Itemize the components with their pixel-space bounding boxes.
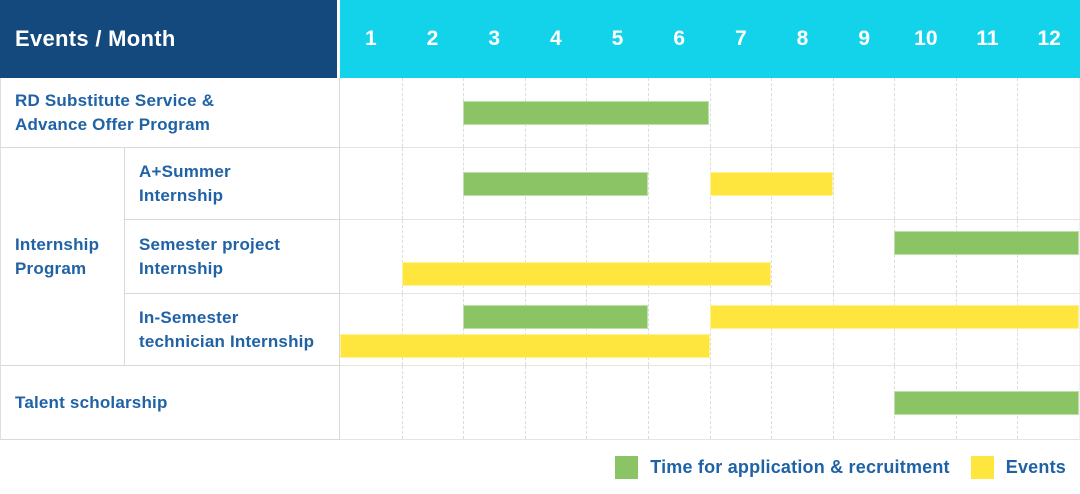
chart-row-a-plus-summer	[340, 148, 1080, 220]
month-gridline	[955, 78, 957, 147]
row-label-line: Advance Offer Program	[15, 114, 211, 134]
month-gridline	[647, 148, 649, 219]
month-header-11: 11	[976, 27, 999, 50]
row-label-rd-substitute: RD Substitute Service & Advance Offer Pr…	[0, 78, 340, 148]
schedule-grid: Events / Month 1 2 3 4 5 6 7 8 9 10 11 12 RD Substi…	[0, 0, 1080, 440]
yellow-gantt-bar	[401, 262, 772, 286]
month-gridline	[709, 366, 711, 439]
legend-item-yellow: Events	[970, 455, 1066, 479]
month-header-5: 5	[611, 27, 624, 50]
chart-row-talent-scholarship	[340, 366, 1080, 440]
month-gridline	[401, 366, 403, 439]
row-label-line: A+Summer	[139, 161, 231, 181]
month-gridline	[832, 220, 834, 293]
month-gridline	[524, 366, 526, 439]
month-gridline	[586, 366, 588, 439]
month-header-2: 2	[426, 27, 439, 50]
month-gridline	[894, 78, 896, 147]
month-gridline	[709, 78, 711, 147]
month-header-row: 1 2 3 4 5 6 7 8 9 10 11 12	[340, 0, 1080, 78]
month-gridline	[832, 148, 834, 219]
row-label-in-semester-technician: In-Semester technician Internship	[125, 294, 340, 366]
row-label-line: RD Substitute Service &	[15, 90, 215, 110]
month-header-8: 8	[796, 27, 809, 50]
row-label-line: Semester project	[139, 234, 281, 254]
row-label-line: Internship	[139, 258, 224, 278]
green-gantt-bar	[463, 305, 648, 329]
row-label-talent-scholarship: Talent scholarship	[0, 366, 340, 440]
month-gridline	[1017, 148, 1019, 219]
green-gantt-bar	[463, 100, 710, 125]
month-gridline	[832, 366, 834, 439]
chart-row-semester-project	[340, 220, 1080, 294]
month-gridline	[894, 148, 896, 219]
group-label-line: Internship	[15, 234, 100, 254]
month-header-12: 12	[1037, 27, 1061, 50]
corner-header-label: Events / Month	[15, 26, 176, 51]
month-header-10: 10	[914, 27, 938, 50]
month-gridline	[771, 366, 773, 439]
row-label-line: In-Semester	[139, 307, 239, 327]
month-gridline	[771, 78, 773, 147]
month-gridline	[647, 366, 649, 439]
month-gridline	[832, 78, 834, 147]
month-header-6: 6	[673, 27, 685, 50]
month-gridline	[463, 366, 465, 439]
month-gridline	[955, 148, 957, 219]
yellow-gantt-bar	[340, 334, 710, 358]
month-header-3: 3	[488, 27, 500, 50]
chart-row-in-semester-technician	[340, 294, 1080, 366]
legend-label: Time for application & recruitment	[650, 456, 950, 477]
month-header-7: 7	[734, 27, 747, 50]
green-gantt-bar	[463, 171, 648, 196]
month-gridline	[1017, 78, 1019, 147]
group-label-line: Program	[15, 258, 87, 278]
row-label-line: Internship	[139, 185, 224, 205]
yellow-swatch-icon	[970, 455, 994, 479]
row-label-a-plus-summer: A+Summer Internship	[125, 148, 340, 220]
month-gridline	[401, 148, 403, 219]
row-group-label-internship-program: Internship Program	[0, 148, 125, 366]
green-swatch-icon	[615, 455, 639, 479]
corner-header: Events / Month	[0, 0, 340, 78]
yellow-gantt-bar	[709, 305, 1079, 329]
month-gridline	[771, 220, 773, 293]
legend-item-green: Time for application & recruitment	[615, 455, 950, 479]
green-gantt-bar	[894, 390, 1079, 415]
month-header-9: 9	[858, 27, 870, 50]
chart-row-rd-substitute	[340, 78, 1080, 148]
row-label-line: Talent scholarship	[15, 392, 168, 412]
row-label-line: technician Internship	[139, 331, 315, 351]
yellow-gantt-bar	[709, 171, 833, 196]
month-header-1: 1	[364, 27, 377, 50]
green-gantt-bar	[894, 231, 1079, 255]
chart-legend: Time for application & recruitment Events	[0, 440, 1080, 494]
month-header-4: 4	[549, 27, 562, 50]
row-label-semester-project: Semester project Internship	[125, 220, 340, 294]
month-gridline	[401, 78, 403, 147]
legend-label: Events	[1005, 456, 1066, 477]
